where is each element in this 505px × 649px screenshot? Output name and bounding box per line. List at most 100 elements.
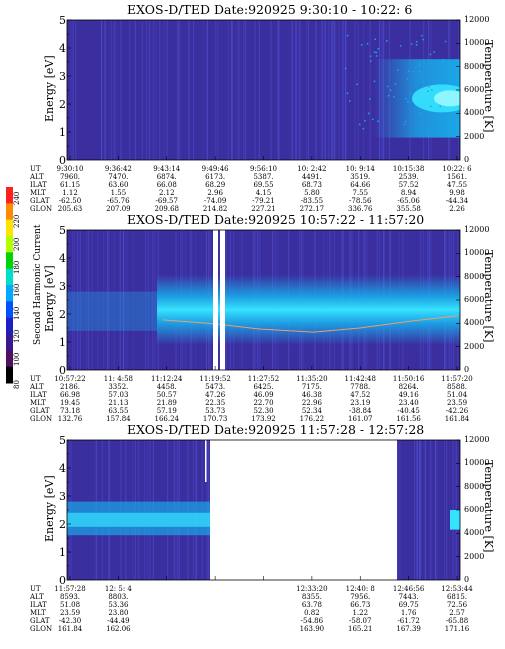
orbit-value: 23.40 — [398, 399, 419, 407]
spectrogram-streak — [270, 20, 272, 160]
orbit-value: -83.55 — [300, 197, 324, 205]
orbit-value: 66.73 — [350, 601, 371, 609]
y-tick-label: 3 — [59, 490, 66, 503]
spectrogram-streak — [105, 20, 107, 160]
orbit-value: 69.55 — [253, 181, 274, 189]
spectrogram-streak — [278, 20, 280, 160]
orbit-value: 63.55 — [108, 407, 129, 415]
scatter-dot — [421, 34, 423, 37]
orbit-value: 9:43:14 — [153, 165, 181, 173]
scatter-dot — [419, 112, 422, 115]
spectrogram-streak — [324, 20, 326, 160]
scatter-dot — [373, 51, 376, 53]
spectrogram-streak — [159, 20, 161, 160]
orbit-value: 11: 4:58 — [103, 375, 133, 383]
spectrogram-streak — [420, 440, 422, 580]
data-gap — [210, 440, 397, 580]
orbit-value: 12:53:44 — [441, 585, 473, 593]
orbit-value: 166.24 — [154, 415, 180, 423]
spectrogram-streak — [315, 20, 317, 160]
orbit-value: 9:49:46 — [201, 165, 229, 173]
orbit-value: 52.30 — [253, 407, 274, 415]
spectrogram-streak — [357, 20, 359, 160]
orbit-value: 207.09 — [106, 205, 131, 213]
scatter-dot — [396, 69, 399, 72]
orbit-value: -44.49 — [107, 617, 130, 625]
spectrogram-streak — [179, 20, 181, 160]
orbit-value: 7470. — [108, 173, 129, 181]
spectrogram-streak — [132, 230, 134, 370]
orbit-value: 8588. — [446, 383, 468, 391]
spectrogram-streak — [119, 230, 121, 370]
orbit-row-label: ALT — [30, 173, 44, 181]
orbit-value: 23.59 — [446, 399, 468, 407]
scatter-dot — [364, 119, 366, 122]
scatter-dot — [375, 55, 378, 57]
y-tick-label: 5 — [59, 434, 66, 447]
spectrogram-streak — [145, 230, 147, 370]
orbit-value: -69.57 — [155, 197, 178, 205]
orbit-value: 12:46:56 — [392, 585, 425, 593]
dense-plasma-core — [434, 90, 460, 107]
spectrogram-streak — [149, 20, 151, 160]
orbit-value: 9:56:10 — [250, 165, 277, 173]
scatter-dot — [409, 92, 412, 95]
colorbar-tick-label: 240 — [13, 191, 21, 205]
scatter-dot — [412, 70, 414, 73]
spectrogram-streak — [243, 20, 245, 160]
orbit-value: 5.80 — [304, 189, 320, 197]
spectrogram-streak — [91, 230, 93, 370]
orbit-value: 11:57:20 — [441, 375, 473, 383]
orbit-value: 47.26 — [205, 391, 226, 399]
orbit-value: 21.13 — [108, 399, 129, 407]
scatter-dot — [375, 51, 378, 54]
spectrogram-streak — [97, 230, 99, 370]
orbit-value: 51.04 — [446, 391, 468, 399]
colorbar-swatch — [6, 301, 13, 319]
energy-band-weak — [67, 291, 157, 331]
scatter-dot — [359, 123, 361, 126]
spectrogram-streak — [258, 20, 260, 160]
spectrogram-streak — [236, 20, 238, 160]
orbit-value: 11:12:24 — [151, 375, 183, 383]
spectrogram-streak — [126, 230, 128, 370]
spectrogram-streak — [101, 20, 103, 160]
spectrogram-streak — [88, 230, 90, 370]
spectrogram-streak — [424, 440, 426, 580]
y2-tick-label: 12000 — [464, 225, 490, 234]
scatter-dot — [426, 109, 428, 112]
y-tick-label: 4 — [59, 462, 66, 475]
spectrogram-streak — [206, 20, 208, 160]
spectrogram-streak — [416, 440, 418, 580]
y-tick-label: 3 — [59, 70, 66, 83]
spectrogram-streak — [424, 440, 426, 580]
scatter-dot — [415, 40, 418, 43]
spectrogram-streak — [104, 20, 106, 160]
orbit-value: 1561. — [446, 173, 468, 181]
spike-marker — [205, 440, 207, 482]
orbit-value: 8.94 — [400, 189, 417, 197]
spectrogram-streak — [345, 20, 347, 160]
spectrogram-streak — [335, 20, 337, 160]
y2-tick-label: 2000 — [464, 131, 485, 141]
spectrogram-streak — [446, 440, 448, 580]
spectrogram-streak — [152, 230, 154, 370]
spectrogram-streak — [120, 20, 122, 160]
spectrogram-streak — [331, 20, 333, 160]
orbit-value: 2.12 — [158, 189, 175, 197]
spectrogram-streak — [146, 20, 148, 160]
spectrogram-streak — [397, 440, 399, 580]
spectrogram-streak — [217, 20, 219, 160]
spectrogram-streak — [397, 440, 399, 580]
y-tick-label: 0 — [59, 574, 66, 587]
scatter-dot — [422, 38, 424, 41]
scatter-dot — [344, 67, 347, 70]
colorbar-label: Second Harmonic Current — [33, 224, 43, 345]
spectrogram-streak — [114, 20, 116, 160]
energy-band-right-edge — [450, 510, 460, 530]
orbit-value: 161.56 — [396, 415, 421, 423]
panel-title: EXOS-D/TED Date:920925 9:30:10 - 10:22: … — [127, 2, 413, 17]
spectrogram-streak — [73, 230, 75, 370]
spectrogram-streak — [430, 440, 432, 580]
